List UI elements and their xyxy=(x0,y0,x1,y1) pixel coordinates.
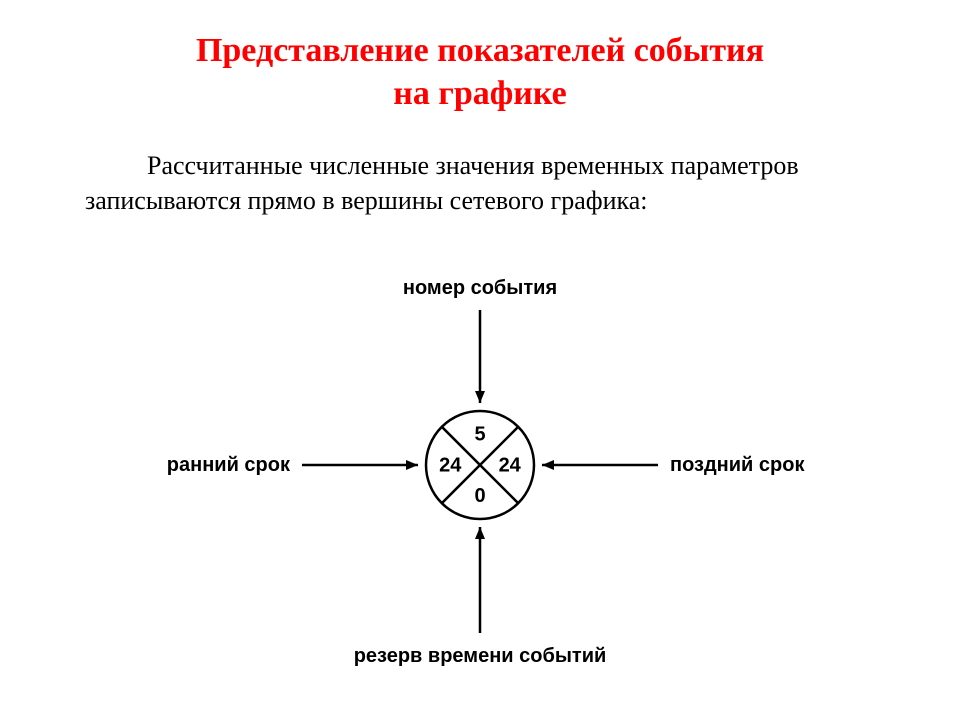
label-left: ранний срок xyxy=(167,454,290,477)
intro-paragraph: Рассчитанные численные значения временны… xyxy=(85,148,845,218)
svg-text:24: 24 xyxy=(439,454,462,476)
svg-text:5: 5 xyxy=(474,424,485,446)
intro-text: Рассчитанные численные значения временны… xyxy=(85,151,799,215)
label-bottom: резерв времени событий xyxy=(354,645,607,668)
label-right: поздний срок xyxy=(670,454,804,477)
page-title: Представление показателей события на гра… xyxy=(75,30,885,115)
label-top: номер события xyxy=(403,277,557,300)
svg-text:0: 0 xyxy=(474,485,485,507)
title-line-1: Представление показателей события xyxy=(196,32,764,69)
event-node-diagram: 5 24 24 0 номер события ранний срок поздний… xyxy=(0,275,960,675)
title-line-2: на графике xyxy=(393,75,566,112)
svg-text:24: 24 xyxy=(499,454,522,476)
